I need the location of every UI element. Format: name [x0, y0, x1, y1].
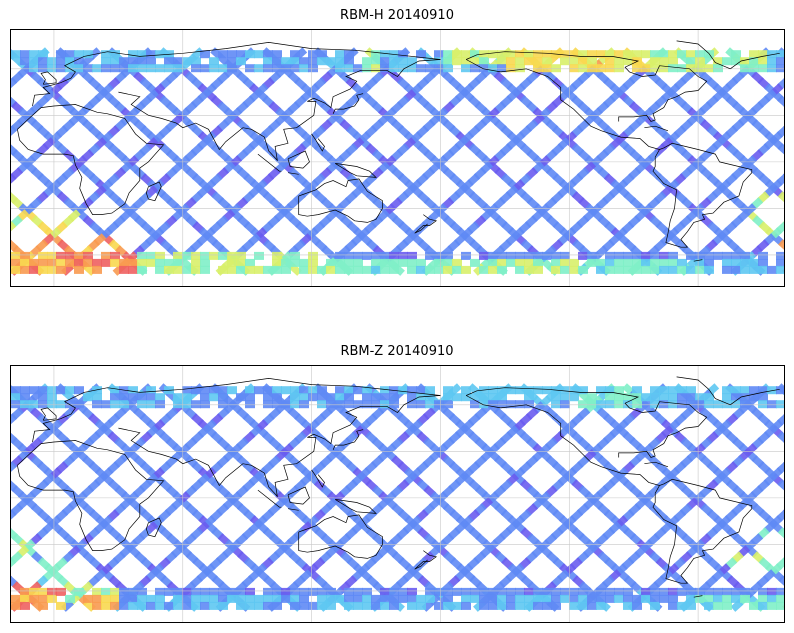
map-panel-rbm-h	[10, 29, 785, 287]
map-canvas-rbm-h	[11, 30, 784, 286]
map-canvas-rbm-z	[11, 366, 784, 622]
coastlines	[17, 376, 780, 598]
graticule	[11, 366, 784, 622]
map-title-rbm-z: RBM-Z 20140910	[340, 344, 454, 359]
map-panel-rbm-z	[10, 365, 785, 623]
polar-bands	[11, 386, 784, 610]
polar-bands	[11, 50, 784, 274]
coastlines	[17, 40, 780, 262]
map-title-rbm-h: RBM-H 20140910	[340, 8, 454, 23]
